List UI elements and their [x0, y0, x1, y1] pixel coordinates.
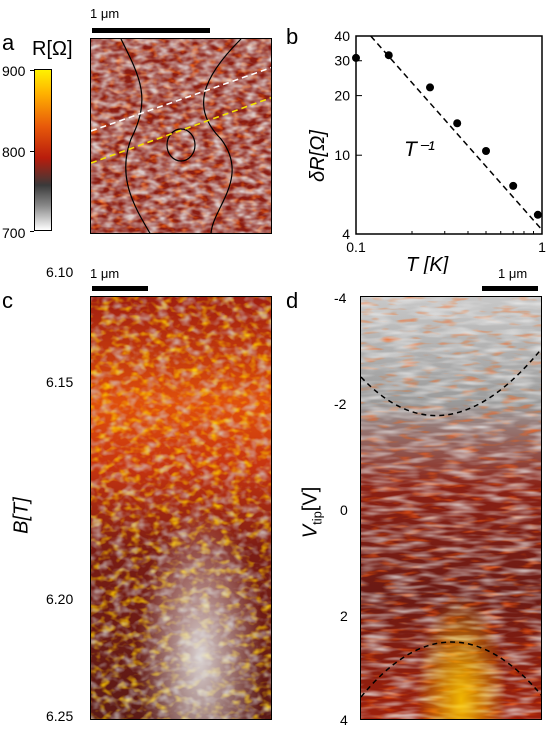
colorbar-tick-900: 900 — [2, 63, 26, 79]
panel-a-map — [91, 39, 271, 233]
ylabel-sub: tip — [309, 511, 325, 525]
panel-c-tick: 6.10 — [46, 264, 74, 280]
x-axis-label: T [K] — [406, 254, 449, 274]
colorbar-tickmark — [30, 70, 34, 71]
panel-a-scalebar-label: 1 μm — [90, 6, 120, 21]
colorbar-tickmark — [30, 231, 34, 232]
fit-annotation: T⁻¹ — [404, 138, 435, 161]
data-point — [509, 181, 518, 190]
y-tick-label: 40 — [334, 28, 350, 44]
panel-d-scalebar-label: 1 μm — [498, 266, 528, 281]
y-tick-label: 4 — [342, 226, 350, 242]
panel-c-tick: 6.20 — [46, 591, 74, 607]
data-point — [426, 83, 435, 92]
colorbar-tick-700: 700 — [2, 225, 26, 241]
panel-c-scalebar — [92, 286, 148, 291]
panel-d-label: d — [286, 288, 299, 313]
colorbar-tick-800: 800 — [2, 144, 26, 160]
panel-d-tick: 2 — [340, 608, 348, 624]
panel-a-image — [90, 38, 272, 234]
y-tick-label: 30 — [334, 53, 350, 69]
panel-c-scalebar-label: 1 μm — [90, 266, 120, 281]
panel-d-tick: -2 — [334, 396, 347, 412]
x-tick-label: 0.1 — [346, 239, 366, 255]
panel-d-scalebar — [482, 286, 538, 291]
ylabel-unit: [V] — [299, 486, 322, 512]
y-tick-label: 20 — [334, 88, 350, 104]
panel-c-map — [91, 297, 271, 719]
panel-d-ylabel: Vtip[V] — [300, 463, 325, 563]
panel-d-image — [360, 296, 542, 720]
x-tick-label: 1 — [538, 239, 546, 255]
panel-a-label: a — [2, 30, 15, 55]
data-point — [384, 51, 393, 60]
data-point — [453, 119, 462, 128]
colorbar-tickmark — [30, 151, 34, 152]
fit-line — [370, 35, 543, 231]
panel-b-label: b — [286, 24, 299, 49]
colorbar — [34, 69, 52, 231]
panel-b-chart: 0.1 1 40 30 20 10 4 T⁻¹ T [K] δR[Ω] — [307, 28, 546, 274]
y-tick-label: 10 — [334, 147, 350, 163]
chart-frame — [355, 35, 543, 235]
data-point — [533, 210, 542, 219]
ylabel-main: V — [299, 524, 322, 539]
panel-a-scalebar — [92, 28, 210, 33]
panel-d-tick: 4 — [340, 712, 348, 728]
panel-c-tick: 6.15 — [46, 374, 74, 390]
panel-c-tick: 6.25 — [46, 708, 74, 724]
colorbar-title: R[Ω] — [32, 38, 73, 60]
data-point — [482, 147, 491, 156]
data-point — [352, 53, 360, 62]
panel-d-tick: 0 — [340, 502, 348, 518]
panel-c-image — [90, 296, 272, 720]
panel-c-ylabel: B[T] — [10, 497, 33, 534]
panel-d-tick: -4 — [334, 290, 347, 306]
panel-d-map — [361, 297, 541, 719]
y-axis-label: δR[Ω] — [307, 130, 329, 182]
panel-c-label: c — [2, 288, 13, 313]
